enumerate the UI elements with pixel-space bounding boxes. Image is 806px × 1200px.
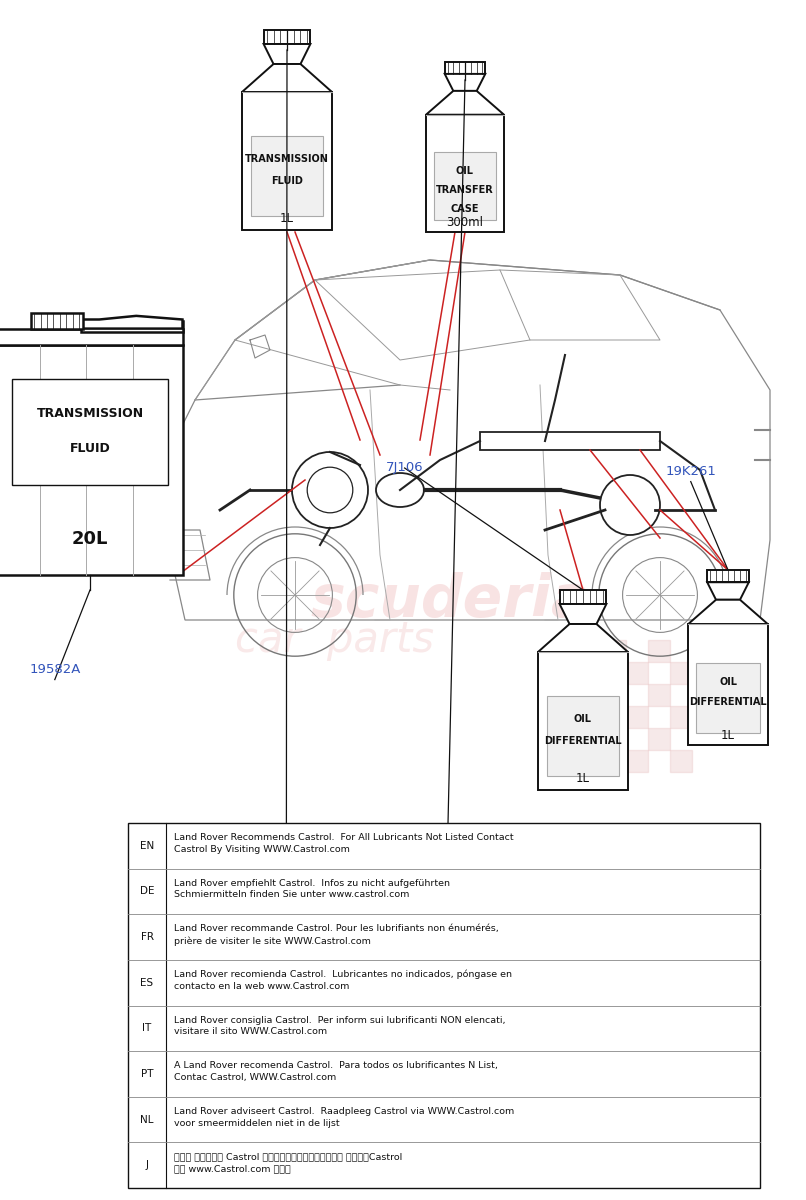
Text: IT: IT bbox=[143, 1024, 152, 1033]
Bar bbox=[560, 728, 582, 750]
Bar bbox=[560, 684, 582, 706]
Bar bbox=[688, 624, 768, 745]
Bar bbox=[582, 750, 604, 772]
Text: Land Rover empfiehlt Castrol.  Infos zu nicht aufgeführten
Schmiermitteln finden: Land Rover empfiehlt Castrol. Infos zu n… bbox=[174, 878, 450, 900]
Text: DE: DE bbox=[139, 887, 154, 896]
Bar bbox=[648, 728, 670, 750]
Text: Land Rover Recommends Castrol.  For All Lubricants Not Listed Contact
Castrol By: Land Rover Recommends Castrol. For All L… bbox=[174, 833, 513, 854]
Text: 1L: 1L bbox=[280, 212, 294, 226]
Bar bbox=[31, 313, 82, 329]
Polygon shape bbox=[559, 604, 606, 624]
Bar bbox=[707, 570, 749, 582]
Text: ES: ES bbox=[140, 978, 154, 988]
Bar bbox=[81, 322, 182, 332]
Text: A Land Rover recomenda Castrol.  Para todos os lubrificantes N List,
Contac Cast: A Land Rover recomenda Castrol. Para tod… bbox=[174, 1061, 498, 1082]
Bar bbox=[12, 379, 168, 485]
Bar bbox=[626, 750, 648, 772]
Polygon shape bbox=[707, 582, 749, 600]
Bar bbox=[445, 62, 485, 74]
Polygon shape bbox=[264, 44, 310, 64]
Bar bbox=[434, 152, 496, 221]
Circle shape bbox=[600, 475, 660, 535]
Bar bbox=[559, 590, 606, 604]
Text: J: J bbox=[146, 1160, 148, 1170]
Text: Land Rover recomienda Castrol.  Lubricantes no indicados, póngase en
contacto en: Land Rover recomienda Castrol. Lubricant… bbox=[174, 970, 512, 991]
Bar bbox=[128, 823, 760, 1188]
Polygon shape bbox=[688, 600, 768, 624]
Text: TRANSMISSION: TRANSMISSION bbox=[245, 154, 329, 163]
Polygon shape bbox=[242, 64, 332, 92]
Bar bbox=[480, 432, 660, 450]
Text: Land Rover adviseert Castrol.  Raadpleeg Castrol via WWW.Castrol.com
voor smeerm: Land Rover adviseert Castrol. Raadpleeg … bbox=[174, 1106, 514, 1128]
Polygon shape bbox=[81, 316, 182, 329]
Text: car  parts: car parts bbox=[235, 619, 434, 661]
Bar bbox=[560, 640, 582, 662]
Bar bbox=[538, 652, 628, 790]
Bar bbox=[696, 662, 760, 733]
Polygon shape bbox=[538, 624, 628, 652]
Bar bbox=[547, 696, 619, 776]
Text: scuderia: scuderia bbox=[310, 571, 590, 629]
Text: DIFFERENTIAL: DIFFERENTIAL bbox=[544, 736, 621, 746]
Text: Land Rover recommande Castrol. Pour les lubrifiants non énumérés,
prière de visi: Land Rover recommande Castrol. Pour les … bbox=[174, 924, 499, 946]
Text: 20L: 20L bbox=[72, 529, 108, 547]
Text: 1L: 1L bbox=[576, 773, 590, 786]
Text: 19A509: 19A509 bbox=[416, 1084, 467, 1096]
Text: OIL: OIL bbox=[574, 714, 592, 724]
Text: DIFFERENTIAL: DIFFERENTIAL bbox=[689, 697, 767, 707]
Text: CASE: CASE bbox=[451, 204, 480, 215]
Bar bbox=[0, 346, 182, 575]
Bar bbox=[582, 662, 604, 684]
Circle shape bbox=[292, 452, 368, 528]
Text: TRANSMISSION: TRANSMISSION bbox=[36, 407, 143, 420]
Text: OIL: OIL bbox=[456, 167, 474, 176]
Ellipse shape bbox=[376, 473, 424, 506]
Bar bbox=[604, 640, 626, 662]
Bar bbox=[604, 684, 626, 706]
Text: EN: EN bbox=[140, 841, 154, 851]
Text: 7J106: 7J106 bbox=[386, 462, 423, 474]
Polygon shape bbox=[426, 91, 504, 115]
Bar bbox=[582, 706, 604, 728]
Text: 1L: 1L bbox=[721, 728, 735, 742]
Text: 19582A: 19582A bbox=[29, 664, 81, 676]
Bar bbox=[626, 662, 648, 684]
Text: 300ml: 300ml bbox=[447, 216, 484, 229]
Bar bbox=[670, 662, 692, 684]
Bar bbox=[604, 728, 626, 750]
Text: FLUID: FLUID bbox=[69, 442, 110, 455]
Text: NL: NL bbox=[140, 1115, 154, 1124]
Bar bbox=[242, 92, 332, 230]
Bar bbox=[648, 684, 670, 706]
Text: FR: FR bbox=[140, 932, 153, 942]
Bar bbox=[670, 706, 692, 728]
Bar bbox=[426, 115, 504, 232]
Bar bbox=[626, 706, 648, 728]
Bar bbox=[670, 750, 692, 772]
Text: OIL: OIL bbox=[719, 678, 737, 688]
Bar bbox=[648, 640, 670, 662]
Polygon shape bbox=[445, 74, 485, 91]
Bar bbox=[251, 136, 323, 216]
Text: FLUID: FLUID bbox=[271, 176, 303, 186]
Text: 19582B: 19582B bbox=[260, 1160, 312, 1172]
Text: Land Rover consiglia Castrol.  Per inform sui lubrificanti NON elencati,
visitar: Land Rover consiglia Castrol. Per inform… bbox=[174, 1015, 505, 1037]
Bar bbox=[264, 30, 310, 44]
Text: 19K261: 19K261 bbox=[665, 466, 717, 478]
Text: TRANSFER: TRANSFER bbox=[436, 185, 494, 196]
Text: ランド ローバーは Castrol を推奨。リスト外の潤滑劑につ いては、Castrol
社： www.Castrol.com まで。: ランド ローバーは Castrol を推奨。リスト外の潤滑劑につ いては、Cas… bbox=[174, 1152, 402, 1174]
Bar bbox=[0, 329, 182, 346]
Text: PT: PT bbox=[141, 1069, 153, 1079]
